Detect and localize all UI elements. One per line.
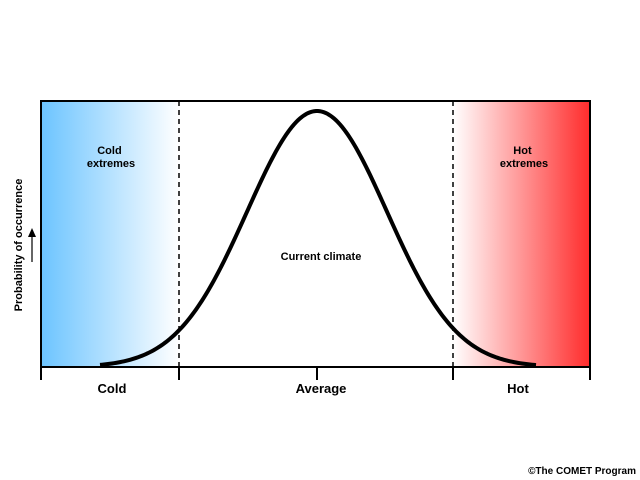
credit: ©The COMET Program (528, 466, 636, 477)
x-axis-label: Average (296, 381, 347, 396)
axis-ticks (40, 367, 591, 380)
hot-extremes-label: Hot extremes (500, 145, 548, 170)
current-climate-label: Current climate (281, 251, 362, 263)
y-axis-arrow (28, 228, 36, 262)
x-axis-label: Hot (507, 381, 529, 396)
x-axis-label: Cold (98, 381, 127, 396)
cold-region (41, 101, 179, 367)
frame (40, 100, 591, 368)
y-axis-label: Probability of occurrence (13, 179, 25, 312)
hot-region (453, 101, 590, 367)
distribution-curve (99, 109, 537, 368)
cold-extremes-label: Cold extremes (87, 145, 135, 170)
